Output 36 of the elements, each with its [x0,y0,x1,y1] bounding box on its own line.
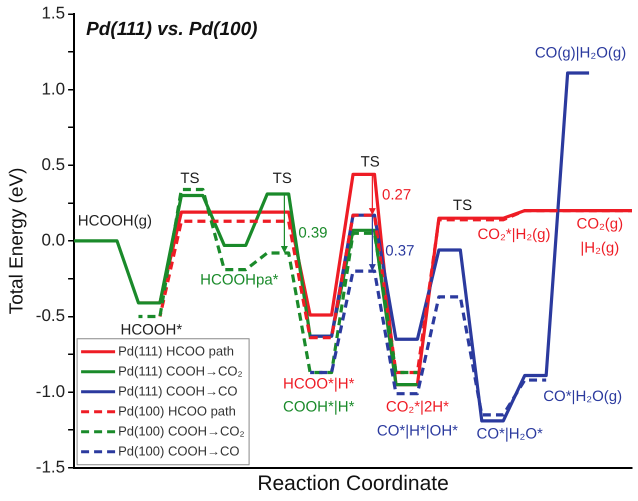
legend-label: Pd(111) HCOO path [118,343,234,358]
y-tick-label: 1.0 [41,79,66,98]
legend-label: Pd(100) COOH→CO₂ [118,423,245,438]
annotation: HCOOHpa* [200,271,279,288]
annotation: TS [180,170,200,188]
annotation: CO₂*|2H* [386,398,450,416]
y-tick-label: 1.5 [41,4,66,23]
annotation: COOH*|H* [283,398,355,416]
y-tick-label: -0.5 [36,306,66,326]
y-tick-label: -1.5 [36,457,66,476]
annotation: CO₂(g) [576,215,624,232]
y-tick-label: 0.0 [41,230,66,250]
y-tick-label: -1.0 [36,382,66,401]
y-tick-label: 0.5 [41,154,66,174]
y-axis-title: Total Energy (eV) [6,168,28,314]
legend-label: Pd(100) HCOO path [118,403,236,418]
x-axis-title: Reaction Coordinate [257,472,449,496]
annotation: CO*|H₂O(g) [543,388,622,405]
annotation: 0.27 [382,186,412,204]
annotation: TS [360,153,380,170]
annotation: CO*|H₂O* [476,426,544,443]
annotation: HCOOH(g) [78,212,152,230]
annotation: CO(g)|H₂O(g) [534,44,626,62]
annotation: TS [452,197,472,214]
legend-label: Pd(111) COOH→CO₂ [118,363,243,378]
annotation: CO₂*|H₂(g) [477,226,551,243]
legend-label: Pd(111) COOH→CO [118,383,238,398]
chart-title: Pd(111) vs. Pd(100) [86,19,258,40]
annotation: 0.37 [385,242,414,260]
annotation: 0.39 [298,224,328,242]
annotation: |H₂(g) [580,240,620,257]
annotation: HCOOH* [120,321,182,338]
annotation: TS [272,170,292,188]
legend-label: Pd(100) COOH→CO [118,443,240,458]
annotation: HCOO*|H* [283,376,355,393]
annotation: CO*|H*|OH* [376,422,458,440]
